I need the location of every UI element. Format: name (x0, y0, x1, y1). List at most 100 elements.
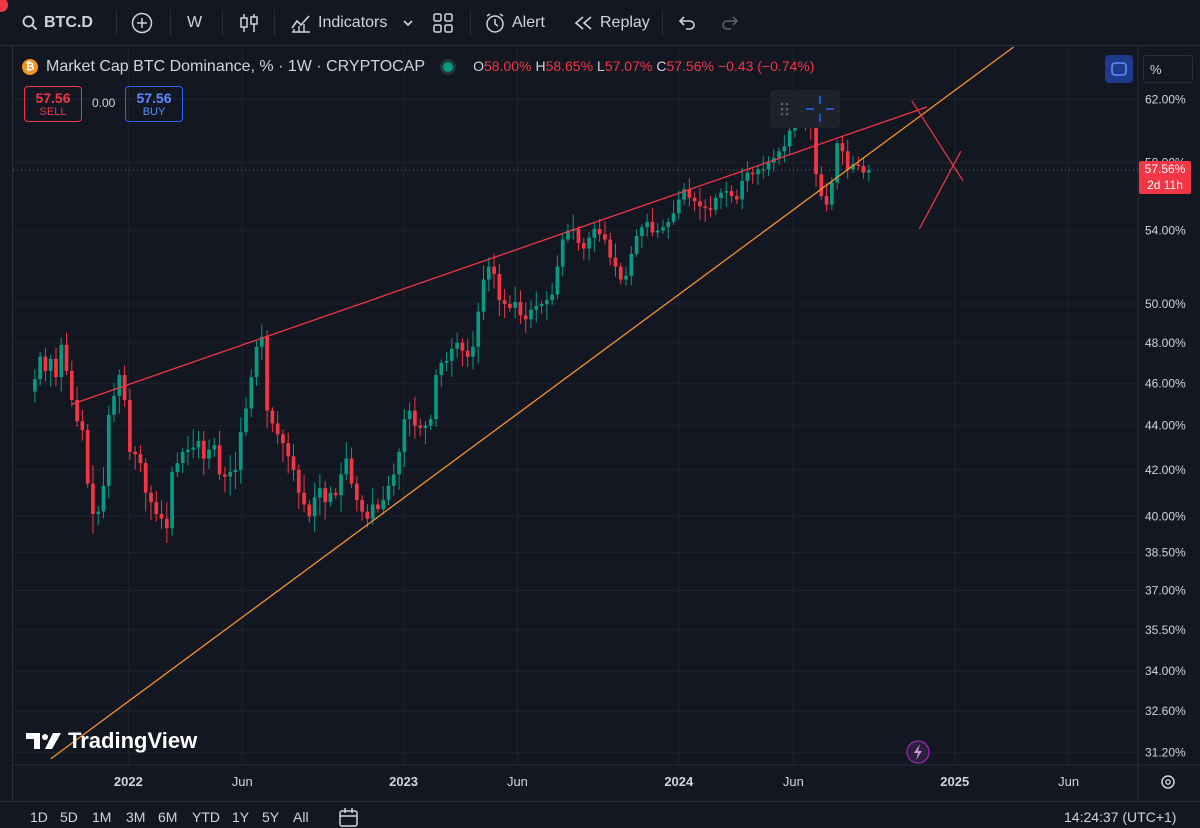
range-1y[interactable]: 1Y (232, 809, 250, 825)
ohlc-values: O58.00% H58.65% L57.07% C57.56% −0.43 (−0.74… (473, 58, 818, 76)
triangle-trendline[interactable] (911, 100, 964, 182)
drawing-float-panel[interactable] (770, 90, 840, 128)
candle-body (529, 309, 533, 320)
candle-body (555, 266, 560, 295)
candle-body (566, 230, 570, 240)
candle-body (281, 434, 285, 444)
y-tick-label: 31.20% (1145, 746, 1186, 760)
top-toolbar: BTC.D W Indicators Alert Replay (0, 0, 1200, 46)
candle-body (777, 151, 781, 158)
range-ytd[interactable]: YTD (192, 809, 220, 825)
candle-body (270, 410, 275, 424)
candle-body (397, 451, 401, 475)
candle-body (38, 356, 42, 380)
candle-body (455, 342, 459, 349)
range-1m[interactable]: 1M (92, 809, 112, 825)
replay-button[interactable]: Replay (572, 0, 650, 46)
indicators-button[interactable]: Indicators (290, 0, 387, 46)
ohlc-value-o: 58.00% (483, 58, 532, 74)
y-tick-label: 32.60% (1145, 704, 1186, 718)
interval-label: W (187, 14, 203, 31)
candle-body (85, 429, 90, 484)
candle-body (666, 221, 671, 228)
candle-body (576, 228, 581, 244)
x-tick-label: 2023 (389, 774, 418, 789)
indicator-templates-dropdown[interactable] (402, 0, 414, 46)
layout-button[interactable] (432, 0, 454, 46)
candle-body (75, 399, 79, 422)
ohlc-change: −0.43 (−0.74%) (717, 58, 815, 74)
candle-body (497, 273, 502, 301)
drawing-toolbar-edge (0, 46, 13, 801)
candle-body (207, 449, 211, 459)
candle-body (740, 180, 744, 200)
candle-body (275, 423, 280, 435)
candle-body (766, 162, 771, 170)
candle-body (851, 164, 855, 170)
candle-body (138, 454, 143, 464)
candle-body (713, 197, 718, 210)
candle-body (745, 172, 750, 181)
wedge-upper-trendline[interactable] (71, 106, 928, 405)
wedge-lower-trendline[interactable] (50, 46, 1014, 760)
price-chart[interactable]: 62.00% 58.00% 54.00% 50.00% 48.00% 46.00% 44.0… (0, 0, 1200, 801)
candle-body (634, 236, 639, 254)
range-5y[interactable]: 5Y (262, 809, 280, 825)
auto-scale-button[interactable] (1105, 55, 1133, 83)
sell-label: SELL (39, 106, 67, 118)
candle-body (608, 239, 613, 258)
range-6m[interactable]: 6M (158, 809, 178, 825)
candle-body (217, 445, 222, 475)
candle-body (692, 197, 697, 202)
clock-timezone[interactable]: 14:24:37 (UTC+1) (1064, 809, 1177, 825)
candle-body (223, 474, 227, 477)
indicators-icon (291, 15, 310, 33)
alert-button[interactable]: Alert (484, 0, 545, 46)
candle-body (413, 410, 417, 426)
compare-symbol-button[interactable] (131, 0, 153, 46)
candle-body (244, 408, 248, 433)
undo-button[interactable] (677, 0, 697, 46)
candle-body (112, 395, 116, 415)
candle-body (471, 346, 475, 357)
candle-body (856, 164, 861, 167)
candle-body (502, 300, 507, 304)
bottom-toolbar: 1D 5D 1M 3M 6M YTD 1Y 5Y All 14:24:37 (UTC+1) (0, 801, 1200, 827)
chevron-down-icon (403, 20, 413, 27)
candle-body (339, 474, 343, 496)
series-title[interactable]: Market Cap BTC Dominance, % · 1W · CRYPT… (46, 58, 426, 75)
triangle-trendline[interactable] (918, 151, 962, 230)
gear-icon[interactable] (1161, 775, 1175, 789)
candle-body (465, 350, 470, 357)
range-all[interactable]: All (293, 809, 309, 825)
buy-price: 57.56 (136, 90, 172, 106)
candle-body (449, 348, 454, 361)
candle-body (756, 169, 760, 175)
candle-body (265, 336, 269, 411)
candle-body (523, 315, 528, 320)
range-3m[interactable]: 3M (126, 809, 146, 825)
candle-body (671, 213, 676, 222)
candle-body (492, 266, 496, 274)
interval-button[interactable]: W (187, 0, 202, 46)
range-1d[interactable]: 1D (30, 809, 48, 825)
y-tick-label: 54.00% (1145, 224, 1186, 238)
drag-handle-icon[interactable] (770, 90, 840, 128)
candle-body (344, 458, 349, 475)
alert-label: Alert (512, 14, 545, 31)
candle-body (128, 399, 132, 452)
candle-body (386, 485, 391, 500)
symbol-search-button[interactable]: BTC.D (22, 0, 93, 46)
sell-button[interactable]: 57.56 SELL (24, 86, 82, 122)
chart-type-button[interactable] (238, 0, 260, 46)
candle-body (249, 377, 254, 409)
range-5d[interactable]: 5D (60, 809, 78, 825)
candle-body (228, 472, 233, 477)
buy-button[interactable]: 57.56 BUY (125, 86, 183, 122)
candle-body (159, 513, 164, 519)
scale-mode-percent[interactable]: % (1143, 55, 1193, 83)
lightning-icon[interactable] (906, 740, 930, 764)
candle-body (787, 130, 792, 147)
redo-button[interactable] (720, 0, 740, 46)
candle-body (729, 191, 734, 197)
